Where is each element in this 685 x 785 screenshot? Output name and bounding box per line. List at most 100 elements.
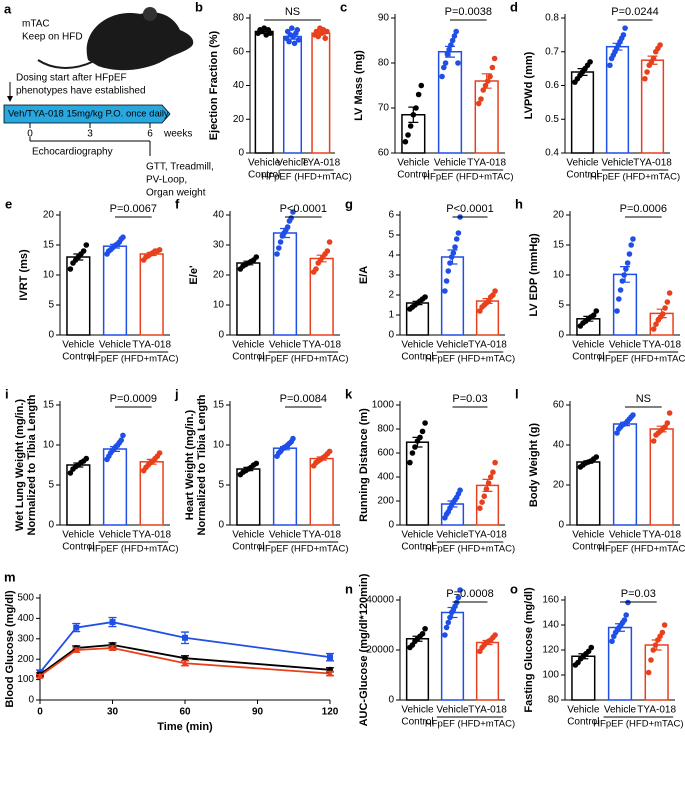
data-point: [439, 73, 445, 80]
marker: [72, 646, 80, 654]
panel-letter: a: [4, 1, 12, 16]
x-tick-label: 90: [252, 707, 264, 718]
data-point: [644, 69, 650, 75]
data-point: [642, 75, 648, 82]
y-tick-label: 200: [17, 654, 34, 665]
data-point: [453, 236, 460, 242]
y-tick-label: 60: [378, 148, 390, 159]
bar: [139, 253, 164, 336]
error-bar: [412, 300, 423, 306]
data-point: [442, 288, 448, 294]
data-point: [267, 30, 274, 36]
y-tick-label: 0: [558, 520, 564, 531]
data-point: [614, 308, 620, 314]
y-tick-label: 15: [213, 400, 225, 411]
x-tick-label: Vehicle: [436, 340, 469, 351]
error-bar: [287, 33, 298, 40]
y-axis-label: IVRT (ms): [18, 249, 30, 301]
data-point: [477, 505, 483, 512]
data-point: [457, 487, 463, 494]
schematic-text: Echocardiography: [32, 147, 113, 158]
group-label: HFpEF (HFD+mTAC): [590, 172, 680, 183]
y-tick-label: 2: [388, 290, 394, 301]
data-point: [422, 294, 428, 300]
group-label: Control: [232, 542, 264, 553]
data-point: [326, 239, 333, 245]
bar: [282, 35, 303, 154]
data-point: [616, 296, 622, 302]
schematic-text: Veh/TYA-018 15mg/kg P.O. once daily: [8, 109, 169, 120]
data-point: [619, 278, 626, 284]
group-label: Control: [62, 542, 94, 553]
y-axis-label: Heart Weight (mg/in.): [184, 409, 196, 520]
x-tick-label: Vehicle: [572, 530, 605, 541]
data-point: [402, 138, 409, 145]
significance-label: P=0.0084: [280, 393, 327, 405]
data-point: [455, 230, 462, 236]
group-label: HFpEF (HFD+mTAC): [598, 544, 685, 555]
group-label: Control: [401, 717, 433, 728]
x-tick-label: 30: [107, 707, 119, 718]
x-tick-label: TYA-018: [132, 340, 171, 351]
data-point: [295, 37, 302, 43]
group-label: Control: [572, 352, 604, 363]
x-tick-label: Vehicle: [62, 530, 95, 541]
x-tick-label: 60: [179, 707, 191, 718]
y-tick-label: 0.5: [545, 114, 559, 125]
data-point: [449, 37, 456, 44]
bar: [612, 423, 638, 526]
error-bar: [243, 466, 254, 472]
y-tick-label: 0.6: [545, 80, 559, 91]
marker: [109, 644, 116, 651]
group-label: HFpEF (HFD+mTAC): [88, 544, 178, 555]
y-tick-label: 10: [213, 440, 225, 451]
data-point: [622, 25, 628, 31]
panel-letter: d: [510, 0, 518, 14]
y-axis-label: Normalized to Tibia Length: [26, 394, 38, 535]
y-tick-label: 400: [17, 613, 34, 624]
y-axis-label: Ejection Fraction (%): [208, 30, 220, 140]
panel-letter: g: [345, 196, 353, 211]
data-point: [630, 236, 636, 242]
data-point: [118, 437, 124, 444]
schematic-text: GTT, Treadmill,: [146, 162, 214, 173]
data-point: [67, 470, 74, 476]
error-bar: [656, 425, 667, 433]
y-tick-label: 20: [213, 270, 225, 281]
x-tick-label: Vehicle: [248, 158, 281, 169]
error-bar: [259, 29, 270, 34]
y-tick-label: 0: [388, 520, 394, 531]
error-bar: [447, 606, 458, 619]
x-tick-label: Vehicle: [276, 158, 309, 169]
data-point: [418, 82, 425, 89]
y-tick-label: 0: [558, 330, 564, 341]
bar: [474, 80, 499, 154]
error-bar: [408, 106, 419, 123]
panel-letter: b: [195, 0, 203, 14]
data-point: [277, 239, 284, 245]
y-tick-label: 0.8: [545, 13, 559, 24]
data-point: [664, 299, 671, 305]
panel-letter: j: [174, 386, 179, 401]
error-bar: [412, 635, 423, 642]
group-label: Control: [248, 170, 280, 181]
significance-label: NS: [636, 393, 651, 405]
data-point: [452, 244, 458, 250]
y-axis-label: Running Distance (m): [358, 408, 370, 522]
significance-label: P=0.0008: [446, 588, 493, 600]
y-tick-label: 60: [233, 46, 245, 57]
error-bar: [447, 249, 458, 265]
schematic-text: Dosing start after HFpEF: [16, 73, 127, 84]
panel-letter: h: [515, 196, 523, 211]
data-point: [661, 622, 668, 628]
x-tick-label: TYA-018: [468, 530, 507, 541]
error-bar: [73, 253, 84, 261]
arrowhead: [7, 96, 13, 102]
timeline-label: 3: [87, 129, 93, 140]
x-tick-label: Vehicle: [232, 530, 265, 541]
error-bar: [482, 478, 493, 492]
error-bar: [577, 68, 588, 76]
data-point: [253, 460, 260, 467]
bar: [640, 59, 665, 154]
data-point: [617, 287, 624, 293]
